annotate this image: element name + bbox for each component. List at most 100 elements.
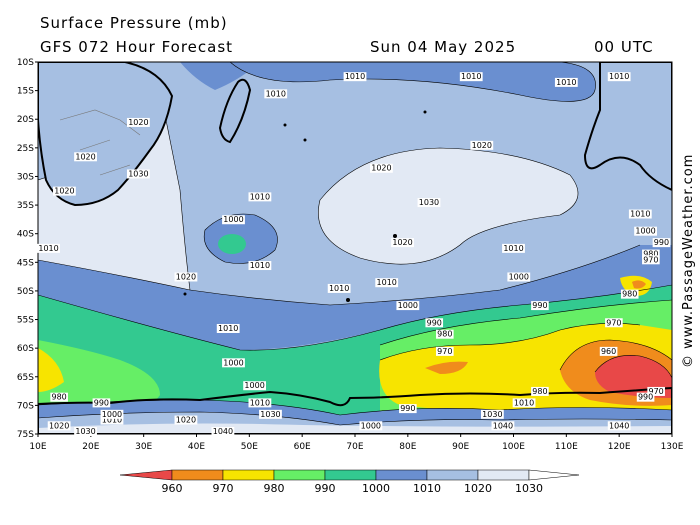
forecast-date: Sun 04 May 2025 xyxy=(370,38,517,56)
isobar-label-bg xyxy=(375,278,399,288)
lat-label: 65S xyxy=(17,373,34,383)
isobar-label: 1020 xyxy=(371,164,391,173)
lon-label: 50E xyxy=(241,442,258,452)
lat-label: 45S xyxy=(17,258,34,268)
longitude-labels: 10E 20E 30E 40E 50E 60E 70E 80E 90E 100E 110E 120E 1… xyxy=(29,434,684,452)
isobar-label-bg xyxy=(634,226,657,236)
legend-label: 1000 xyxy=(362,482,390,495)
isobar-label: 960 xyxy=(601,347,616,356)
isobar-label: 1020 xyxy=(128,118,148,127)
isobar-label: 1010 xyxy=(503,244,523,253)
isobar-label: 1040 xyxy=(609,421,629,430)
isobar-label-bg xyxy=(470,140,494,150)
isobar-label: 990 xyxy=(94,398,109,407)
isobar-label-bg xyxy=(459,72,483,82)
legend-arrow-low xyxy=(119,469,173,481)
isobar-label-bg xyxy=(531,386,549,396)
pressure-legend: 960 970 980 990 1000 1010 1020 1030 xyxy=(119,469,580,495)
map-title: Surface Pressure (mb) xyxy=(40,14,228,32)
legend-label: 960 xyxy=(162,482,183,495)
lat-label: 40S xyxy=(17,230,34,240)
legend-swatch xyxy=(324,469,377,481)
isobar-label: 1010 xyxy=(630,210,650,219)
isobar-label-bg xyxy=(628,209,652,219)
lon-label: 90E xyxy=(452,442,469,452)
legend-swatch xyxy=(273,469,326,481)
isobar-label: 1030 xyxy=(128,169,148,178)
isobar-label-bg xyxy=(248,261,272,271)
isobar-label: 1030 xyxy=(75,427,95,436)
credit-text: © www.PassageWeather.com xyxy=(681,153,696,368)
isobar-label-bg xyxy=(92,398,111,408)
isobar-label-bg xyxy=(436,329,454,339)
isobar-label-bg xyxy=(174,272,198,282)
lat-label: 55S xyxy=(17,316,34,326)
isobar-label-bg xyxy=(417,198,441,208)
lat-label: 35S xyxy=(17,201,34,211)
legend-label: 980 xyxy=(264,482,285,495)
isobar-label: 970 xyxy=(649,387,664,396)
isobar-label: 1000 xyxy=(361,421,381,430)
isobar-label: 1010 xyxy=(102,416,122,425)
isobar-label-bg xyxy=(259,409,282,419)
isobar-label: 980 xyxy=(437,330,452,339)
lat-label: 15S xyxy=(17,87,34,97)
isobar-label-bg xyxy=(554,77,578,87)
australia-landmass xyxy=(583,62,672,192)
legend-label: 990 xyxy=(315,482,336,495)
lat-label: 60S xyxy=(17,344,34,354)
isobar-label-bg xyxy=(605,318,623,328)
isobar-label: 1020 xyxy=(472,141,492,150)
legend-label: 1030 xyxy=(515,482,543,495)
isobar-label-bg xyxy=(399,404,417,414)
isobar-label: 970 xyxy=(437,347,452,356)
isobar-label-bg xyxy=(100,415,124,425)
isobar-label: 1000 xyxy=(509,272,529,281)
isobar-label: 1010 xyxy=(514,398,534,407)
isobar-label-bg xyxy=(343,72,367,82)
africa-landmass xyxy=(38,62,174,207)
isobar-label: 1010 xyxy=(329,284,349,293)
isobar-label: 1030 xyxy=(482,410,502,419)
forecast-time: 00 UTC xyxy=(594,38,654,56)
isobar-label: 1020 xyxy=(49,421,69,430)
isobar-label-bg xyxy=(74,152,97,162)
legend-swatch xyxy=(222,469,275,481)
isobar-label: 990 xyxy=(638,393,653,402)
isobar-label-bg xyxy=(216,323,240,333)
isobar-label-bg xyxy=(126,169,150,179)
isobar-label: 980 xyxy=(51,393,66,402)
isobar-label: 1010 xyxy=(218,324,238,333)
lat-label: 70S xyxy=(17,401,34,411)
isobar-label: 980 xyxy=(643,250,658,259)
lon-label: 30E xyxy=(135,442,152,452)
isobar-label: 980 xyxy=(622,290,637,299)
lat-label: 20S xyxy=(17,115,34,125)
antarctica-coastline xyxy=(38,386,672,434)
lon-label: 100E xyxy=(502,442,525,452)
isobar-label: 1010 xyxy=(38,244,58,253)
isobar-label-bg xyxy=(222,215,245,225)
lon-label: 130E xyxy=(661,442,684,452)
isobar-label: 990 xyxy=(532,301,547,310)
isobar-label: 1000 xyxy=(223,358,243,367)
isobar-label: 1020 xyxy=(54,187,74,196)
isobar-label: 1010 xyxy=(461,72,481,81)
isobar-label-bg xyxy=(211,427,235,436)
isobar-label-bg xyxy=(647,386,665,396)
latitude-labels: 10S 15S 20S 25S 30S 35S 40S 45S 50S 55S 60S 65S 70S 7… xyxy=(17,58,38,440)
isobar-label-bg xyxy=(222,358,245,368)
isobar-label: 1020 xyxy=(176,272,196,281)
isobar-label-bg xyxy=(636,392,655,402)
isobar-label-bg xyxy=(100,409,124,419)
lon-label: 110E xyxy=(555,442,578,452)
isobar-label-bg xyxy=(370,163,393,173)
isobar-label: 1020 xyxy=(75,152,95,161)
legend-swatch xyxy=(477,469,530,481)
lat-label: 30S xyxy=(17,172,34,182)
isobar-label: 1000 xyxy=(223,215,243,224)
isobar-label: 1040 xyxy=(213,427,233,436)
lon-label: 120E xyxy=(608,442,631,452)
isobar-label-bg xyxy=(620,289,639,299)
